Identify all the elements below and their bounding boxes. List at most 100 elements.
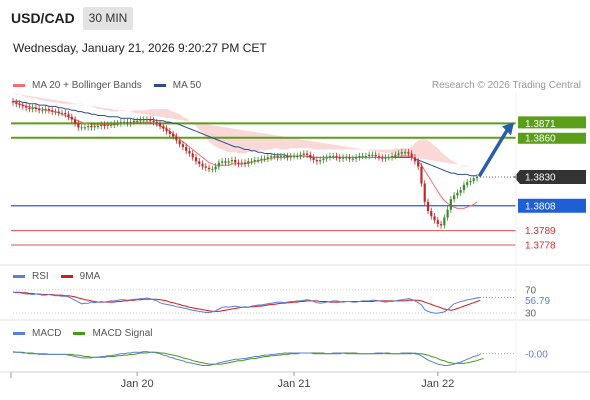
candle-body: [73, 119, 77, 124]
candle-body: [90, 126, 93, 128]
symbol-title: USD/CAD: [11, 10, 75, 26]
candle-body: [80, 127, 83, 129]
candle-body: [126, 122, 129, 124]
candle-body: [83, 127, 86, 129]
macd-line: [12, 351, 481, 366]
candle-body: [24, 106, 28, 108]
candle-body: [31, 107, 34, 109]
candle-body: [433, 216, 436, 221]
candle-body: [328, 156, 332, 158]
candle-body: [237, 162, 240, 164]
legend-label-rsi: RSI: [32, 271, 49, 282]
candle: [103, 121, 106, 130]
candle: [119, 118, 122, 127]
candle-body: [96, 126, 100, 127]
candle-body: [387, 157, 390, 159]
candle-body: [44, 109, 47, 111]
candle: [315, 156, 318, 165]
candle-body: [227, 161, 230, 163]
candle: [77, 120, 80, 131]
candle-body: [420, 166, 423, 184]
candle-body: [168, 131, 171, 134]
level-tag-text: 1.3871: [525, 119, 556, 130]
candle-body: [315, 160, 318, 162]
rsi-9ma-line: [13, 291, 481, 312]
candle-body: [60, 112, 64, 114]
candle: [217, 159, 220, 170]
candle: [377, 152, 381, 161]
candle-body: [158, 123, 162, 126]
candle-body: [51, 110, 54, 112]
candle-body: [459, 190, 462, 193]
rsi-line: [12, 291, 481, 314]
candle-body: [384, 157, 387, 159]
rsi-last-value: 56.79: [525, 296, 550, 307]
rsi-panel: 70 30 56.79: [12, 285, 556, 320]
candle-body: [449, 199, 452, 210]
forecast-arrow: [478, 128, 509, 177]
macd-signal-line: [13, 351, 484, 365]
candle-body: [423, 183, 426, 202]
candle-body: [286, 156, 289, 158]
candle-body: [358, 156, 361, 158]
time-tick-label: Jan 21: [277, 378, 310, 390]
candle: [430, 207, 433, 220]
candle: [178, 137, 181, 148]
candle-body: [390, 156, 394, 158]
candle-body: [273, 156, 276, 158]
candle: [221, 158, 224, 166]
candle-body: [289, 156, 292, 158]
candle-body: [453, 195, 456, 200]
candle-body: [214, 166, 217, 170]
candle: [168, 127, 171, 138]
candle-body: [256, 160, 260, 161]
legend-item-ma50: MA 50: [153, 80, 201, 91]
candle: [175, 133, 178, 144]
candle: [263, 155, 266, 162]
macd-panel: -0.00: [12, 350, 548, 366]
candle-body: [57, 111, 60, 113]
legend-item-macd: MACD: [13, 328, 61, 339]
candle-body: [217, 162, 220, 167]
legend-item-macd-signal: MACD Signal: [73, 328, 152, 339]
candle: [21, 101, 24, 110]
candle-body: [11, 101, 15, 103]
candle-body: [430, 211, 433, 217]
candle: [472, 175, 475, 185]
candle-body: [139, 119, 142, 121]
candle-body: [377, 156, 381, 158]
candle: [122, 118, 126, 126]
candle: [469, 177, 472, 186]
candle-body: [312, 157, 315, 160]
timeframe-button[interactable]: 30 MIN: [83, 7, 133, 30]
candle: [41, 107, 44, 114]
candle-body: [332, 156, 335, 158]
level-tag-text: 1.3860: [525, 133, 556, 144]
candle: [394, 151, 397, 160]
candle: [283, 152, 286, 160]
level-tag-1.3789: 1.3789: [525, 226, 556, 237]
candle: [194, 154, 198, 165]
candle: [100, 121, 103, 130]
candle: [11, 97, 15, 106]
candle: [296, 152, 299, 160]
candle: [302, 150, 305, 159]
candle-body: [426, 201, 430, 211]
candle-body: [456, 192, 459, 196]
candle-body: [175, 136, 178, 141]
candle: [38, 105, 41, 114]
bollinger-band: [13, 93, 471, 167]
candle-body: [87, 126, 90, 128]
candle: [276, 152, 279, 161]
legend-label-ma20: MA 20 + Bollinger Bands: [32, 80, 142, 91]
candle: [116, 120, 119, 127]
rsi-tick-70: 70: [525, 285, 537, 296]
candle: [64, 109, 67, 118]
candle-body: [309, 154, 312, 158]
candle: [456, 189, 459, 199]
candle: [18, 100, 21, 109]
candle-body: [106, 124, 109, 126]
candle-body: [178, 140, 181, 145]
candle: [240, 159, 243, 168]
